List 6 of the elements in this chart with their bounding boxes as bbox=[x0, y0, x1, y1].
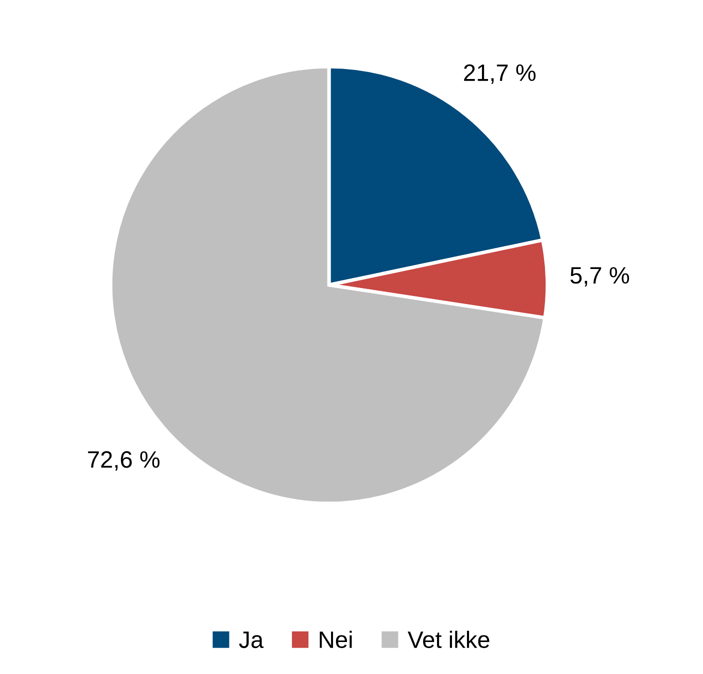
data-label: 72,6 % bbox=[88, 451, 160, 471]
data-label: 21,7 % bbox=[464, 64, 536, 84]
data-label: 5,7 % bbox=[570, 267, 630, 286]
legend-label: Vet ikke bbox=[408, 630, 490, 648]
legend-label: Nei bbox=[320, 630, 352, 648]
legend-label: Ja bbox=[239, 632, 264, 648]
